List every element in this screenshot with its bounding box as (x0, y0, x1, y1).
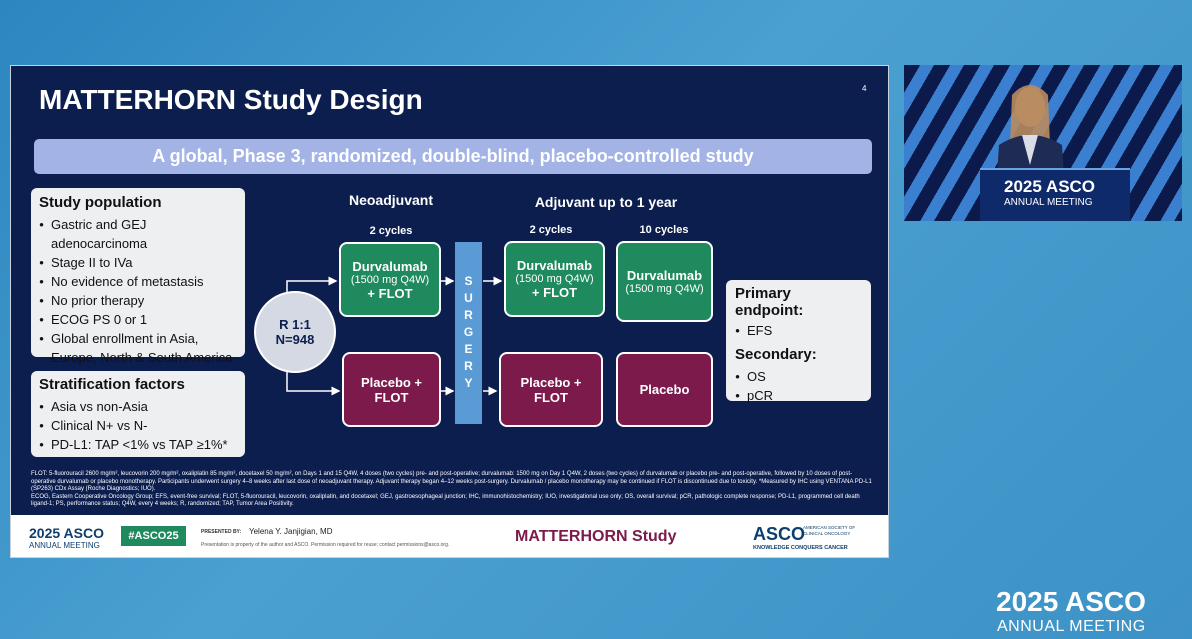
footnote: ECOG, Eastern Cooperative Oncology Group… (31, 493, 860, 508)
slide: MATTERHORN Study Design 4 A global, Phas… (10, 65, 889, 558)
stratification-box: Stratification factors Asia vs non-Asia … (31, 371, 245, 457)
watermark-name: ANNUAL MEETING (997, 618, 1146, 635)
item: EFS (747, 321, 862, 340)
drug: Durvalumab (626, 268, 703, 283)
heading: Stratification factors (39, 376, 185, 393)
ratio: R 1:1 (279, 317, 311, 332)
randomization: R 1:1 N=948 (254, 291, 336, 373)
dose: (1500 mg Q4W) (350, 273, 430, 286)
item: Gastric and GEJ adenocarcinoma (51, 215, 237, 253)
placebo-arm: Placebo + FLOT (342, 352, 441, 427)
item: Clinical N+ vs N- (51, 416, 237, 435)
podium (980, 168, 1130, 221)
list: Asia vs non-Asia Clinical N+ vs N- PD-L1… (39, 397, 237, 454)
heading: Study population (39, 194, 162, 211)
heading: Primary endpoint: (735, 285, 804, 319)
item: OS (747, 367, 862, 386)
item: ECOG PS 0 or 1 (51, 310, 237, 329)
population-box: Study population Gastric and GEJ adenoca… (31, 188, 245, 365)
cycles-label: 2 cycles (529, 224, 573, 236)
footnotes: FLOT: 5-fluorouracil 2600 mg/m², leucovo… (31, 471, 876, 509)
podium-name: ANNUAL MEETING (1004, 197, 1093, 208)
podium-year: 2025 ASCO (1004, 177, 1096, 196)
item: Global enrollment in Asia, Europe, North… (51, 329, 237, 367)
footnote: FLOT: 5-fluorouracil 2600 mg/m², leucovo… (31, 471, 872, 492)
list: EFS (735, 321, 862, 340)
page-number: 4 (862, 84, 867, 93)
banner: A global, Phase 3, randomized, double-bl… (34, 139, 872, 174)
durvalumab-arm: Durvalumab (1500 mg Q4W) (616, 241, 713, 322)
disclaimer: Presentation is property of the author a… (201, 542, 450, 548)
item: No prior therapy (51, 291, 237, 310)
dose: (1500 mg Q4W) (515, 273, 594, 285)
combo: + FLOT (367, 285, 413, 301)
item: Stage II to IVa (51, 253, 237, 272)
tagline: KNOWLEDGE CONQUERS CANCER (753, 545, 848, 551)
meeting-name: ANNUAL MEETING (29, 541, 100, 550)
presenter: Yelena Y. Janjigian, MD (249, 527, 333, 536)
heading: Secondary: (735, 346, 817, 363)
dose: (1500 mg Q4W) (625, 283, 704, 295)
study-name: MATTERHORN Study (515, 528, 677, 545)
arrows (286, 276, 503, 396)
item: No evidence of metastasis (51, 272, 237, 291)
endpoints-box: Primary endpoint: EFS Secondary: OS pCR (726, 280, 871, 403)
surgery-label: SURGERY (461, 273, 476, 393)
drug: Durvalumab (352, 258, 428, 274)
surgery-bar: SURGERY (455, 242, 482, 424)
phase-label: Adjuvant up to 1 year (534, 194, 678, 210)
phase-label: Neoadjuvant (348, 192, 433, 208)
placebo-arm: Placebo (616, 352, 713, 427)
sample-size: N=948 (275, 332, 315, 347)
durvalumab-arm: Durvalumab (1500 mg Q4W) + FLOT (504, 241, 605, 317)
watermark-year: 2025 ASCO (996, 586, 1146, 617)
cycles-label: 2 cycles (369, 225, 413, 237)
list: Gastric and GEJ adenocarcinoma Stage II … (39, 215, 237, 367)
item: Asia vs non-Asia (51, 397, 237, 416)
slide-footer: 2025 ASCO ANNUAL MEETING #ASCO25 PRESENT… (11, 515, 888, 557)
hashtag: #ASCO25 (121, 526, 186, 546)
item: PD-L1: TAP <1% vs TAP ≥1%* (51, 435, 237, 454)
combo: + FLOT (531, 285, 578, 300)
slide-title: MATTERHORN Study Design (39, 84, 423, 115)
meeting-year: 2025 ASCO (29, 525, 104, 541)
placebo-arm: Placebo + FLOT (499, 352, 603, 427)
drug: Durvalumab (516, 258, 593, 273)
org-logo: ASCO (753, 524, 806, 544)
org-full-name: AMERICAN SOCIETY OF CLINICAL ONCOLOGY (803, 525, 856, 536)
list: OS pCR (735, 367, 862, 405)
item: pCR (747, 386, 862, 405)
presented-by: PRESENTED BY: (201, 529, 242, 535)
speaker-feed: 2025 ASCO ANNUAL MEETING (904, 65, 1182, 221)
durvalumab-arm: Durvalumab (1500 mg Q4W) + FLOT (339, 242, 441, 317)
cycles-label: 10 cycles (639, 224, 689, 236)
